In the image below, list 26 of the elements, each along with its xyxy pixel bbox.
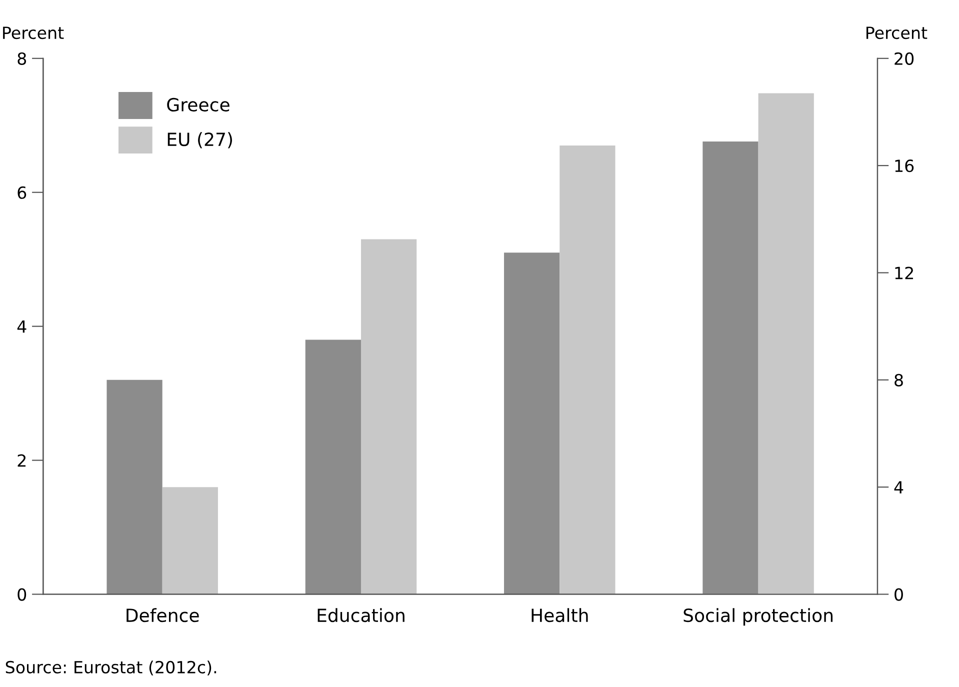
y2-tick-label: 0 [894,588,903,601]
y-tick-label: 8 [18,52,26,65]
legend-label: EU (27) [168,132,232,148]
x-tick-label: Education [318,608,404,622]
x-tick-label: Health [532,608,588,622]
x-tick-label: Social protection [684,608,833,626]
x-tick-label: Defence [126,608,199,622]
y-tick-label: 4 [17,320,26,333]
y2-tick-label: 4 [894,481,904,494]
y-tick-label: 0 [18,588,26,601]
bar [106,380,162,594]
bar [560,145,616,594]
bar [360,239,417,594]
y2-axis-title: Percent [866,26,928,40]
y-axis-title: Percent [3,26,64,40]
bar [162,487,218,594]
y2-tick-label: 12 [895,266,913,280]
y2-tick-label: 20 [894,52,914,65]
y2-tick-label: 8 [894,374,903,386]
y-tick-label: 6 [18,186,26,199]
bar [504,252,560,594]
y-tick-label: 2 [18,454,26,467]
legend-label: Greece [167,98,230,112]
source-note: Source: Eurostat (2012c). [6,660,216,676]
bar [305,340,361,594]
y2-tick-label: 16 [895,160,914,172]
